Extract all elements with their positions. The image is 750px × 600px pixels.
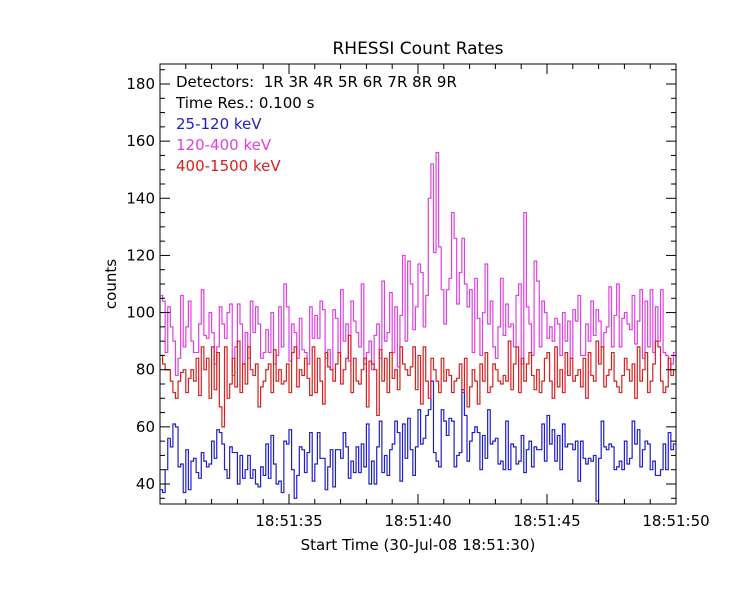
y-tick-label: 40 [136, 475, 155, 493]
y-axis-label: counts [102, 259, 120, 309]
y-tick-label: 180 [126, 75, 155, 93]
legend-entry-2: 120-400 keV [176, 136, 272, 154]
y-tick-label: 60 [136, 418, 155, 436]
x-axis-label: Start Time (30-Jul-08 18:51:30) [301, 536, 536, 554]
series-line-3 [160, 334, 676, 428]
x-tick-label: 18:51:35 [255, 512, 322, 530]
y-tick-label: 140 [126, 189, 155, 207]
x-tick-label: 18:51:50 [642, 512, 709, 530]
legend-entry-1: 25-120 keV [176, 115, 262, 133]
annotation-2: Time Res.: 0.100 s [175, 94, 315, 112]
y-tick-label: 160 [126, 132, 155, 150]
x-tick-label: 18:51:40 [384, 512, 451, 530]
legend: Detectors: 1R 3R 4R 5R 6R 7R 8R 9R Time R… [175, 73, 457, 175]
series-line-2 [160, 151, 676, 377]
y-tick-label: 120 [126, 246, 155, 264]
y-tick-label: 100 [126, 304, 155, 322]
chart-title: RHESSI Count Rates [332, 39, 503, 59]
annotation-1: Detectors: 1R 3R 4R 5R 6R 7R 8R 9R [176, 73, 457, 91]
series-layer [160, 151, 676, 502]
tick-layer: 40 60 80 100 120 140 160 180 18:51:35 18:51:40 18:… [126, 64, 710, 530]
plot-area: 40 60 80 100 120 140 160 180 18:51:35 18:51:40 18:… [126, 63, 710, 530]
legend-entry-3: 400-1500 keV [176, 157, 281, 175]
series-line-1 [160, 380, 676, 502]
y-tick-label: 80 [136, 361, 155, 379]
x-tick-label: 18:51:45 [513, 512, 580, 530]
